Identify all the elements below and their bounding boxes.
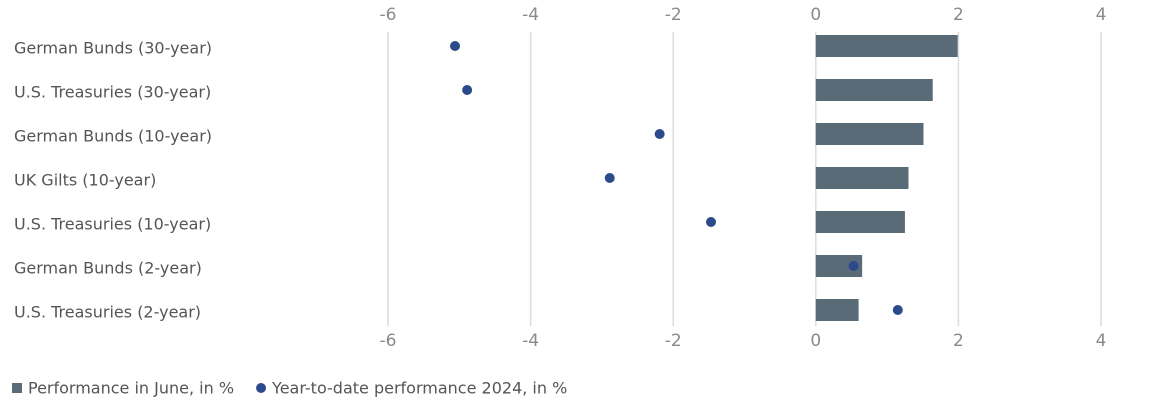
x-tick-label-top: -4 (522, 5, 539, 25)
legend-label: Year-to-date performance 2024, in % (271, 379, 567, 398)
bar (815, 79, 933, 101)
x-tick-label-bottom: 2 (953, 331, 964, 351)
legend-label: Performance in June, in % (28, 379, 234, 398)
category-label: German Bunds (10-year) (14, 127, 212, 146)
dot (848, 261, 859, 271)
x-tick-label-bottom: 0 (810, 331, 821, 351)
x-tick-label-bottom: 4 (1096, 331, 1107, 351)
category-label: UK Gilts (10-year) (14, 171, 156, 190)
bar (815, 35, 958, 57)
dot (892, 305, 903, 315)
bar (815, 299, 859, 321)
category-label: U.S. Treasuries (30-year) (14, 83, 211, 102)
category-label: German Bunds (2-year) (14, 259, 202, 278)
x-tick-label-top: 0 (810, 5, 821, 25)
category-label: German Bunds (30-year) (14, 39, 212, 58)
bar (815, 167, 909, 189)
x-tick-label-top: -2 (665, 5, 682, 25)
legend-marker (12, 383, 22, 393)
dot (462, 85, 473, 95)
dot (604, 173, 615, 183)
dot (705, 217, 716, 227)
x-tick-label-bottom: -2 (665, 331, 682, 351)
x-tick-label-top: 2 (953, 5, 964, 25)
bar (815, 211, 905, 233)
bar (815, 123, 924, 145)
dot (654, 129, 665, 139)
legend-marker (256, 383, 267, 393)
dot (450, 41, 461, 51)
x-tick-label-top: 4 (1096, 5, 1107, 25)
x-tick-label-bottom: -4 (522, 331, 539, 351)
category-label: U.S. Treasuries (10-year) (14, 215, 211, 234)
bar (815, 255, 863, 277)
category-label: U.S. Treasuries (2-year) (14, 303, 201, 322)
x-tick-label-bottom: -6 (380, 331, 397, 351)
x-tick-label-top: -6 (380, 5, 397, 25)
